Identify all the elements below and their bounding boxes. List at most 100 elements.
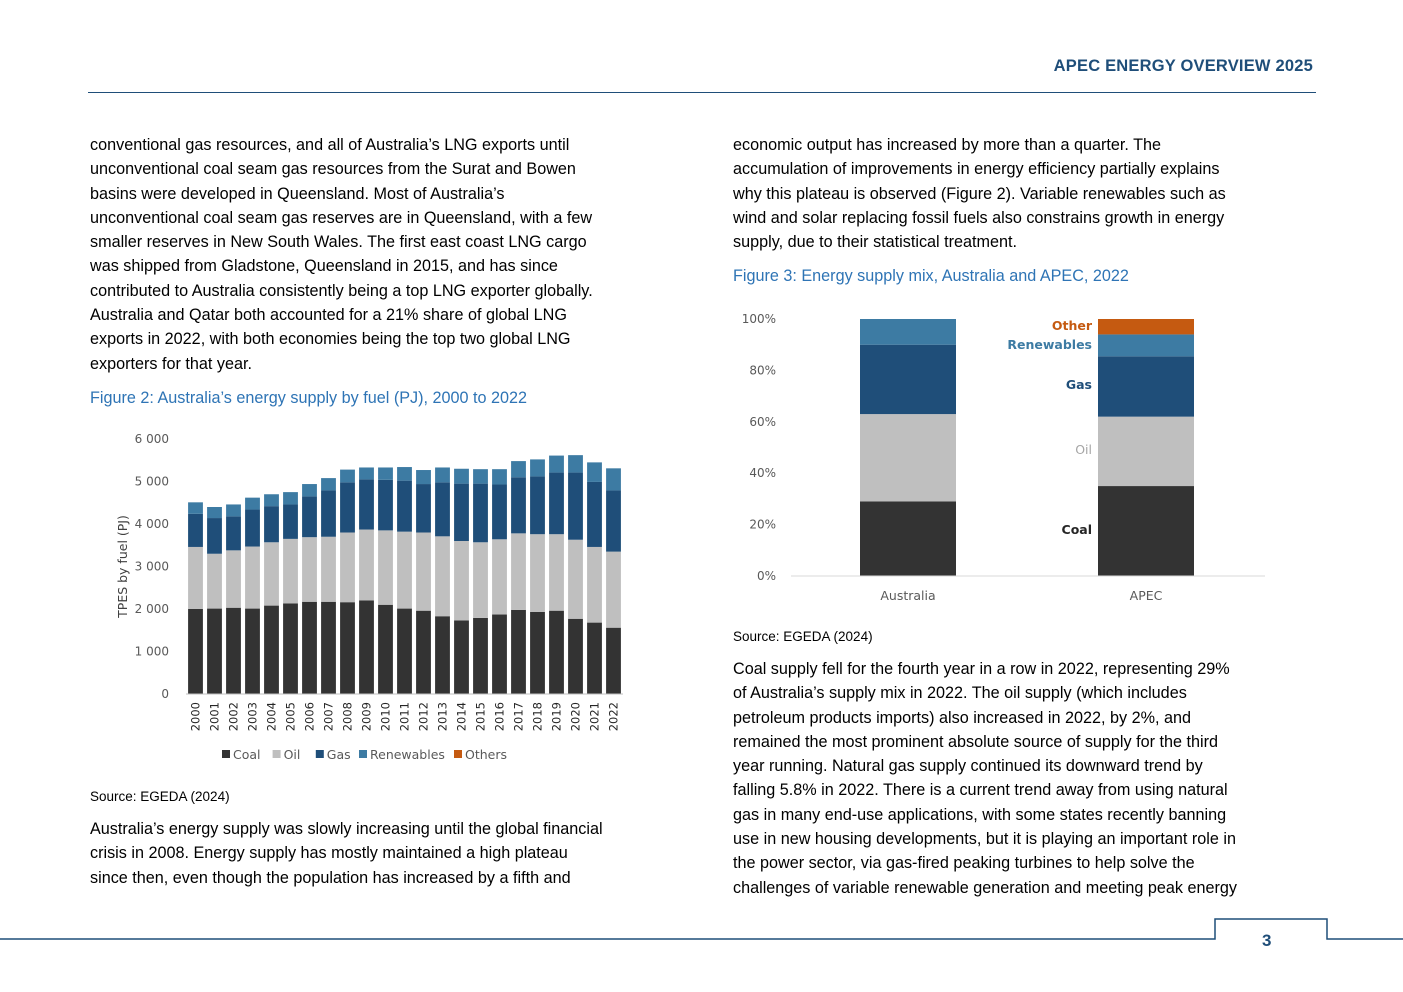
x-tick-label: 2018 [531,702,545,731]
bar-segment-oil [568,539,583,619]
bar-segment-gas [302,496,317,538]
y-tick-label: 6 000 [135,432,169,446]
bar-segment-renewables [340,469,355,483]
series-label-coal: Coal [1062,522,1092,537]
bar-segment-gas [340,482,355,533]
x-tick-label: 2022 [607,702,621,731]
bar-segment-oil [473,542,488,618]
x-tick-label: 2006 [303,702,317,731]
text-line: basins were developed in Queensland. Mos… [90,184,505,203]
bar-segment-gas [226,516,241,551]
y-tick-label: 20% [749,518,776,532]
bar-segment-gas [416,484,431,533]
text-line: of Australia’s supply mix in 2022. The o… [733,684,1187,703]
bar-segment-oil [1098,416,1194,487]
bar-segment-coal [226,607,241,694]
x-tick-label: 2005 [284,702,298,731]
x-tick-label: 2019 [550,702,564,731]
figure-2-chart: 0 1 000 2 000 3 000 4 000 5 000 6 000 TPES by f… [115,432,623,762]
text-line: supply, due to their statistical treatme… [733,233,1018,252]
bar-segment-renewables [473,469,488,484]
bar-segment-gas [435,482,450,537]
series-label-oil: Oil [1075,442,1092,457]
bar-segment-coal [340,602,355,694]
bar-segment-renewables [321,478,336,491]
bar-segment-renewables [378,467,393,480]
text-line: since then, even though the population h… [90,868,571,887]
bar-segment-coal [606,627,621,694]
bar-segment-coal [302,601,317,694]
legend-swatch-others [454,750,462,758]
bar-segment-coal [416,610,431,694]
text-line: challenges of variable renewable generat… [733,878,1237,897]
bar-segment-oil [416,532,431,611]
bar-segment-gas [549,472,564,535]
y-tick-label: 1 000 [135,645,169,659]
x-tick-label: Australia [880,588,935,603]
bar-segment-renewables [397,467,412,481]
bar-segment-gas [492,484,507,540]
text-line: smaller reserves in New South Wales. The… [90,233,587,252]
text-line: use in new housing developments, but it … [733,830,1237,849]
page-header-title: APEC ENERGY OVERVIEW 2025 [1053,57,1313,75]
bar-segment-gas [359,479,374,530]
bar-segment-oil [435,536,450,617]
bar-segment-renewables [283,492,298,505]
y-tick-label: 100% [742,312,776,326]
text-line: unconventional coal seam gas resources f… [90,160,576,179]
bar-segment-gas [1098,356,1194,417]
bar-segment-gas [245,509,260,547]
y-tick-label: 0 [161,687,169,701]
bar-segment-coal [511,609,526,694]
x-tick-label: 2011 [398,702,412,731]
bar-segment-oil [226,550,241,608]
text-line: was shipped from Gladstone, Queensland i… [90,257,558,276]
text-line: exporters for that year. [90,354,252,373]
x-tick-label: 2004 [265,702,279,731]
text-line: contributed to Australia consistently be… [90,281,593,300]
y-tick-label: 5 000 [135,475,169,489]
bar-segment-oil [302,537,317,602]
bar-segment-coal [283,603,298,694]
bar-segment-renewables [587,462,602,482]
legend-swatch-renewables [359,750,367,758]
x-tick-label: 2001 [208,702,222,731]
legend-swatch-oil [272,750,281,758]
bar-segment-coal [321,601,336,694]
y-tick-label: 40% [749,466,776,480]
x-tick-label: 2021 [588,702,602,731]
text-line: falling 5.8% in 2022. There is a current… [733,781,1228,800]
y-tick-label: 0% [757,569,776,583]
text-line: Australia and Qatar both accounted for a… [90,306,567,325]
bar-segment-oil [264,542,279,606]
bar-segment-renewables [454,468,469,484]
x-tick-label: APEC [1130,588,1163,603]
bar-segment-coal [264,605,279,694]
x-tick-label: 2009 [360,702,374,731]
figure-3-title: Figure 3: Energy supply mix, Australia a… [733,267,1129,285]
bar-segment-renewables [492,469,507,485]
bar-segment-oil [860,414,956,502]
x-tick-label: 2020 [569,702,583,731]
right-paragraph-1: economic output has increased by more th… [733,133,1226,254]
bar-segment-oil [549,534,564,611]
bar-segment-coal [860,501,956,576]
bar-segment-gas [188,513,203,547]
x-tick-label: 2013 [436,702,450,731]
bar-segment-coal [245,608,260,694]
y-tick-label: 4 000 [135,517,169,531]
figure-3-chart: 0% 20% 40% 60% 80% 100% Australia APEC Coal Oil Ga… [742,312,1265,603]
bar-segment-coal [492,614,507,694]
bar-segment-oil [606,551,621,628]
bar-segment-gas [511,477,526,534]
bar-segment-renewables [1098,334,1194,357]
bar-segment-oil [245,546,260,609]
bar-segment-renewables [435,467,450,483]
x-tick-label: 2015 [474,702,488,731]
text-line: Coal supply fell for the fourth year in … [733,660,1230,678]
y-tick-label: 60% [749,415,776,429]
bar-segment-renewables [264,494,279,507]
bar-segment-renewables [568,455,583,473]
bar-segment-coal [397,608,412,694]
text-line: Australia’s energy supply was slowly inc… [90,820,603,838]
